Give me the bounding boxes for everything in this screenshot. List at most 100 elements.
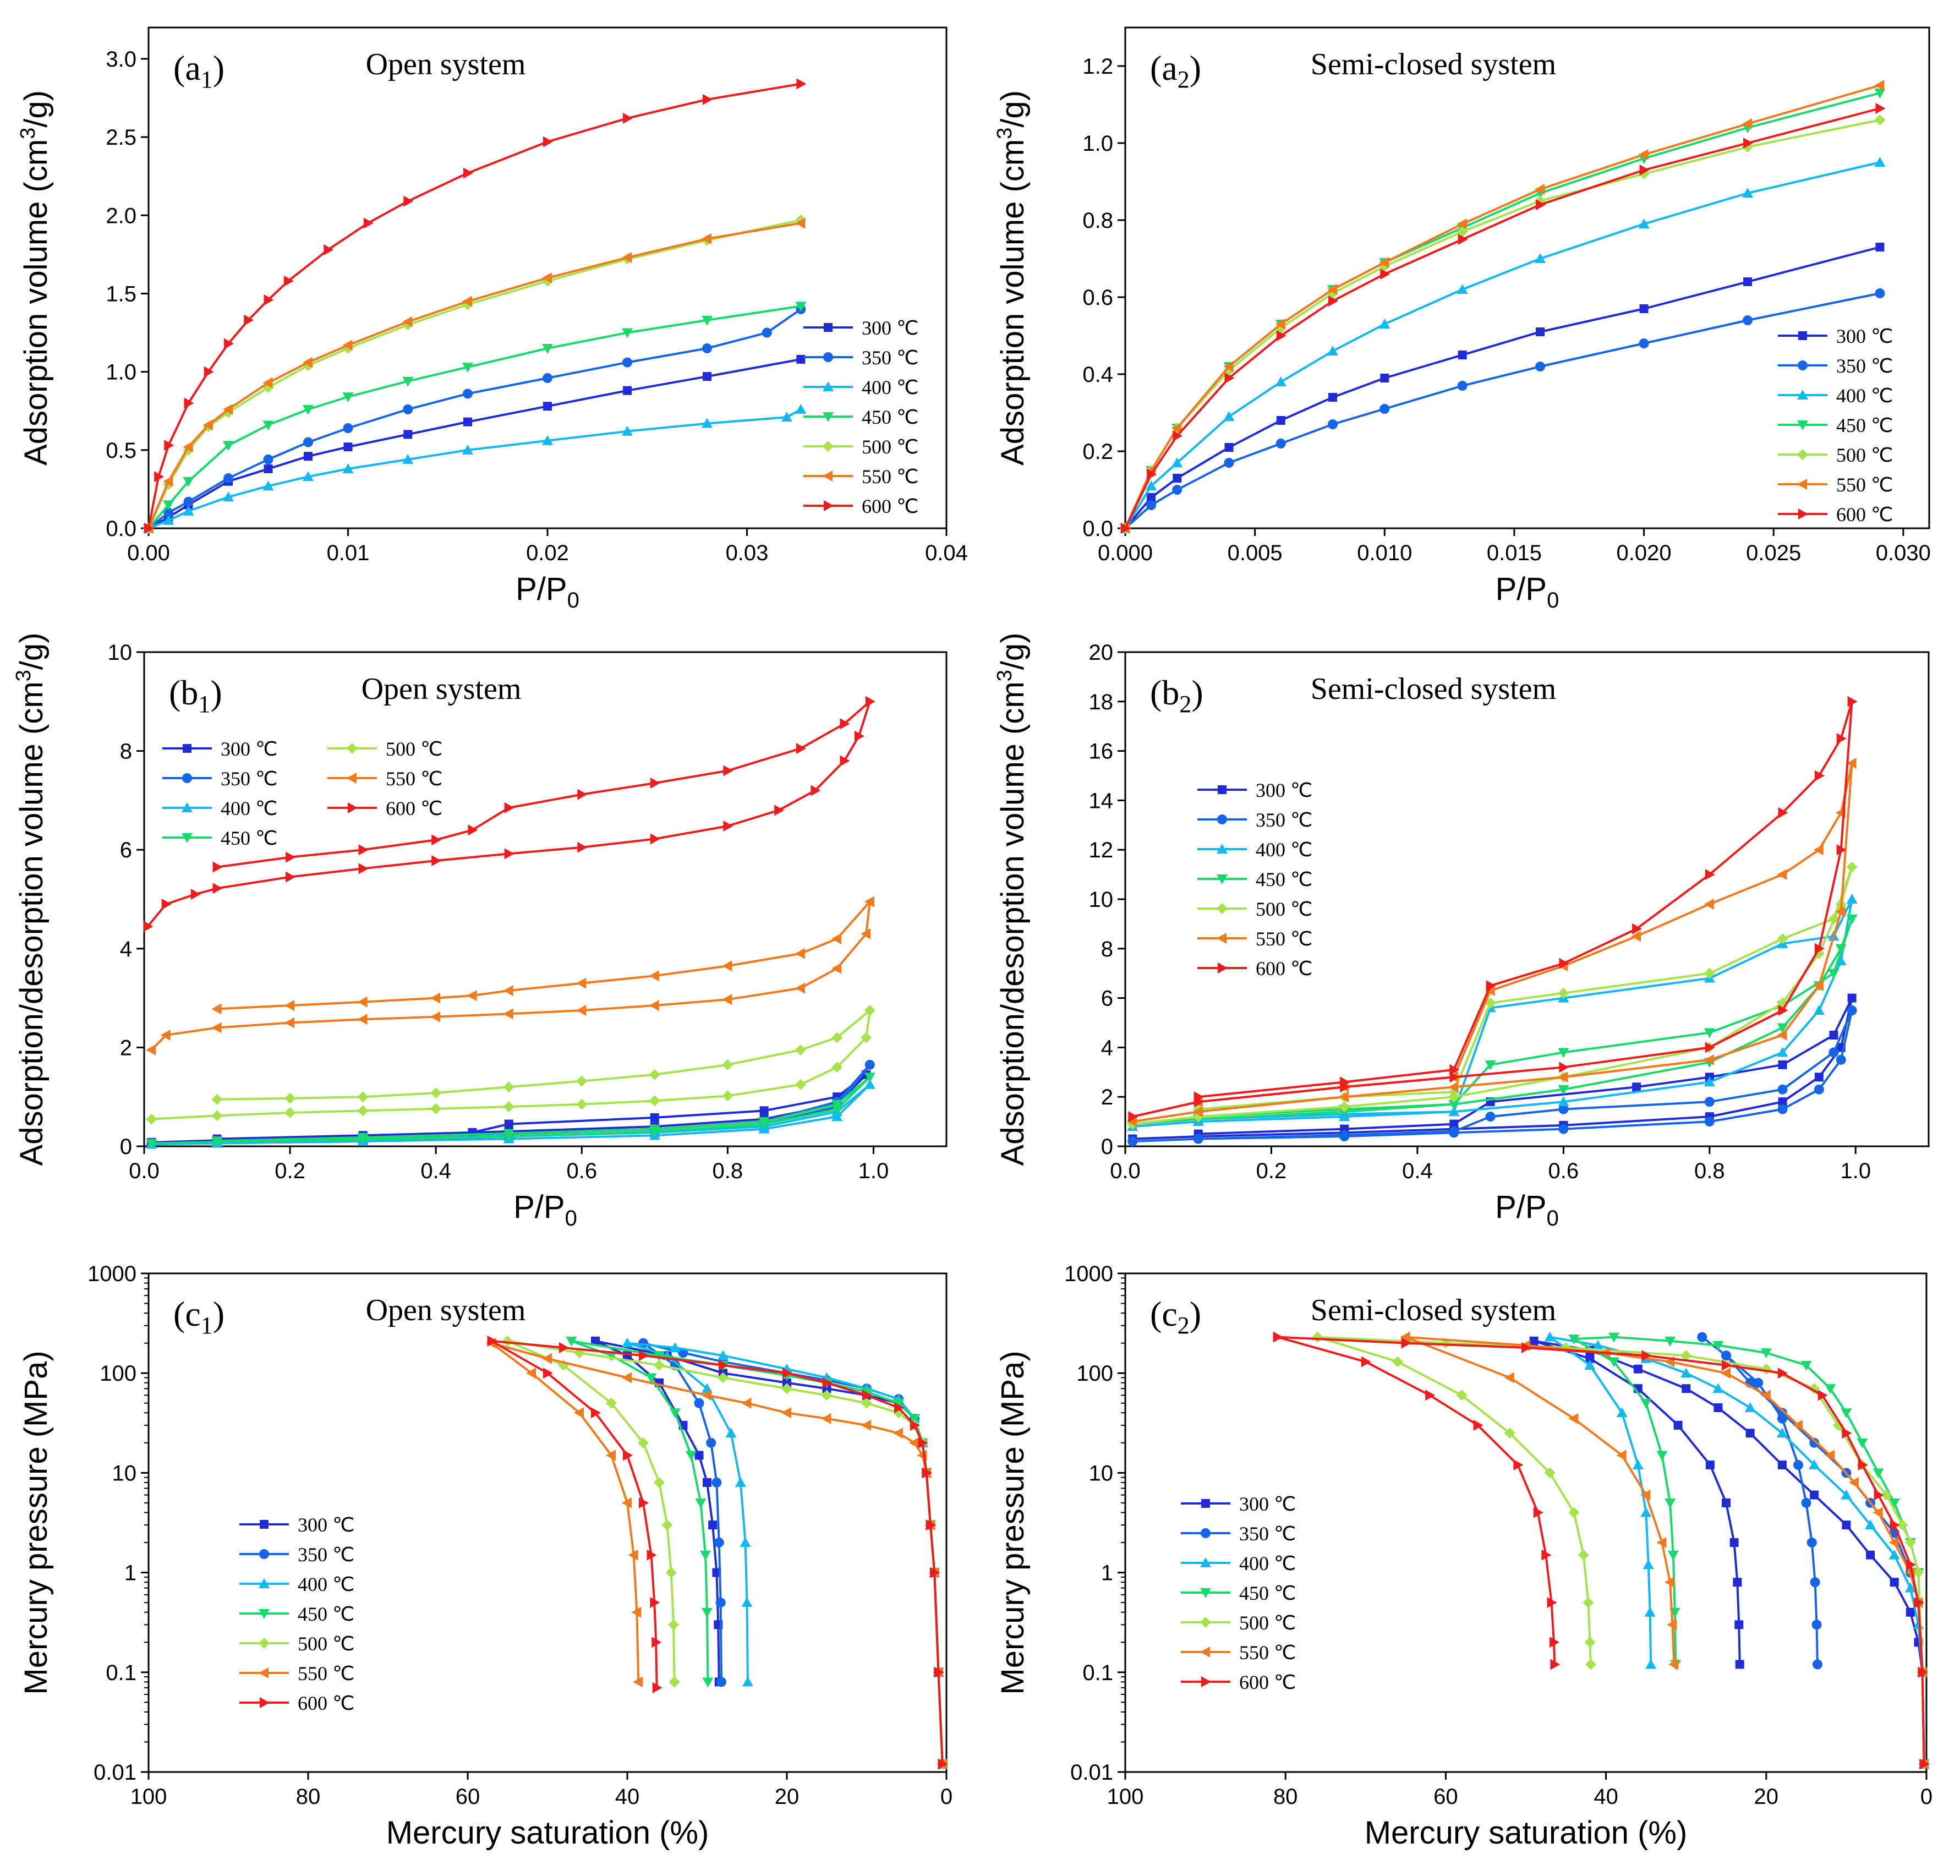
series-line-500 [1316,1336,1925,1764]
data-point-400 [864,1079,875,1089]
data-point-600 [840,718,850,730]
legend-marker-550 [823,471,833,482]
data-point-600 [1705,1042,1715,1053]
data-point-550 [781,1407,791,1419]
y-axis-label-superscript: 3 [993,128,1016,139]
x-tick-label: 0.010 [1357,541,1412,565]
data-point-450 [1640,1398,1652,1409]
data-point-400 [1742,188,1754,198]
data-point-600 [1778,1005,1788,1016]
data-point-500 [576,1098,588,1110]
data-point-600 [1473,1419,1483,1431]
series-line-400 [148,408,802,529]
data-point-600 [930,1567,940,1578]
data-point-550 [1631,931,1641,942]
series-group-a1 [143,78,807,534]
data-point-500 [1760,1363,1772,1375]
data-point-500 [558,1359,569,1371]
series-line-300 [1124,246,1880,529]
data-point-450 [163,500,174,511]
y-axis-b2: 0 2 4 6 8 10 12 14 16 18 20 [1089,641,1125,1159]
data-point-500 [661,1519,673,1531]
legend-label-400: 400 ℃ [221,797,277,819]
data-point-300 [304,452,313,461]
data-point-550 [1379,257,1389,268]
data-point-350 [1704,1117,1715,1127]
data-point-600 [894,1402,904,1414]
legend-marker-300 [260,1520,269,1529]
data-point-600 [1276,330,1286,341]
x-tick-label: 0.020 [1617,541,1672,565]
data-point-600 [652,1682,663,1693]
panel-tag-sub: 2 [1178,66,1190,93]
x-tick-label: 60 [456,1785,480,1809]
legend-marker-600 [1201,1676,1211,1687]
data-point-600 [264,294,274,305]
data-point-600 [184,397,194,409]
legend-label-350: 350 ℃ [862,347,918,369]
legend-b2: 300 ℃ 350 ℃ 400 ℃ 450 ℃ 500 ℃ 550 ℃ 600 ℃ [1197,779,1312,980]
y-axis-label-superscript: 3 [17,128,40,139]
data-point-600 [204,366,214,378]
data-point-600 [286,871,296,883]
legend-label-500: 500 ℃ [1836,444,1893,466]
legend-marker-500 [1200,1617,1211,1628]
y-tick-label: 2 [120,1036,132,1060]
panel-tag-close: ) [213,1294,225,1333]
data-point-450 [702,315,713,326]
data-point-600 [1547,1597,1557,1609]
y-tick-label: 2.0 [106,204,136,228]
y-tick-label: 1.2 [1082,54,1113,79]
data-point-600 [840,755,850,767]
legend-label-350: 350 ℃ [1836,355,1893,377]
data-point-500 [357,1091,369,1103]
data-point-600 [1836,844,1847,856]
x-tick-label: 0.01 [327,541,370,565]
data-point-600 [862,1390,872,1401]
data-point-400 [670,1342,681,1352]
x-axis-label: Mercury saturation (%) [386,1815,709,1851]
data-point-550 [831,933,842,944]
data-point-350 [403,404,413,414]
data-point-550 [1667,1619,1677,1631]
data-point-500 [722,1090,733,1102]
legend-marker-550 [347,773,357,784]
legend-marker-300 [1798,331,1807,340]
panel-tag-close: ) [1190,48,1201,87]
panel-tag-main: (c [1150,1294,1178,1333]
y-axis-b1: 0 2 4 6 8 10 [108,641,144,1159]
data-point-450 [566,1336,577,1347]
legend-label-600: 600 ℃ [1256,958,1312,980]
data-point-450 [1665,1336,1676,1347]
legend-label-500: 500 ℃ [862,436,918,458]
x-tick-label: 0.02 [526,541,569,565]
y-tick-label: 0.8 [1082,209,1113,233]
data-point-450 [1712,1341,1724,1351]
data-point-350 [1328,419,1338,429]
data-point-550 [1457,218,1467,229]
data-point-450 [1568,1334,1580,1345]
data-point-450 [695,1498,707,1508]
panel-tag: (a1) [173,48,225,93]
data-point-600 [1842,1427,1852,1439]
data-point-550 [1813,980,1824,992]
data-point-350 [463,389,473,399]
data-point-500 [502,1335,513,1347]
panel-tag: (b1) [169,673,222,718]
data-point-600 [1918,1666,1928,1678]
data-point-600 [463,167,473,179]
data-point-450 [1841,1408,1852,1419]
data-point-550 [1485,985,1495,997]
x-tick-label: 0 [1920,1785,1932,1809]
x-tick-label: 0.0 [129,1159,160,1183]
legend-label-400: 400 ℃ [862,376,918,398]
data-point-600 [1361,1356,1371,1368]
chart-b1: 0.0 0.2 0.4 0.6 0.8 1.00246810P/P0Adsorption/… [12,633,948,1230]
data-point-500 [649,1095,660,1107]
y-axis-label-main: Adsorption/desorption volume (cm [995,681,1031,1166]
data-point-500 [1339,1101,1350,1113]
data-point-550 [649,1000,659,1011]
data-point-600 [161,898,172,910]
data-point-550 [1327,284,1338,295]
data-point-500 [795,1079,806,1090]
